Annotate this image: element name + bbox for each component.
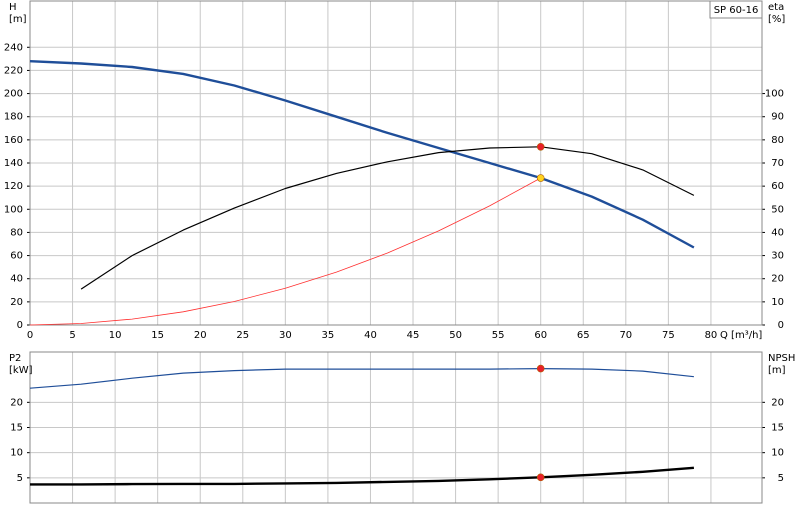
y-tick-label: 20 bbox=[10, 397, 23, 408]
x-tick-label: 50 bbox=[449, 330, 462, 341]
x-tick-label: 65 bbox=[577, 330, 590, 341]
y2-tick-label: 20 bbox=[771, 397, 784, 408]
x-tick-label: 5 bbox=[69, 330, 75, 341]
y-tick-label: 160 bbox=[4, 135, 23, 146]
y-axis-label: P2 bbox=[9, 353, 21, 364]
x-tick-label: 45 bbox=[407, 330, 420, 341]
x-tick-label: 15 bbox=[151, 330, 164, 341]
y2-tick-label: 20 bbox=[771, 274, 784, 285]
y-tick-label: 220 bbox=[4, 65, 23, 76]
y2-tick-label: 50 bbox=[771, 204, 784, 215]
y-tick-label: 120 bbox=[4, 181, 23, 192]
y-axis-unit: [m] bbox=[9, 14, 27, 25]
x-tick-label: 20 bbox=[194, 330, 207, 341]
curve bbox=[29, 177, 541, 326]
y-tick-label: 200 bbox=[4, 89, 23, 100]
duty-point bbox=[536, 143, 545, 151]
y-tick-label: 240 bbox=[4, 42, 23, 53]
x-tick-label: 30 bbox=[279, 330, 292, 341]
y2-axis-label: eta bbox=[768, 2, 784, 13]
y2-tick-label: 15 bbox=[771, 423, 784, 434]
plot-frame bbox=[29, 351, 763, 504]
y-tick-label: 5 bbox=[17, 473, 23, 484]
x-tick-label: 35 bbox=[322, 330, 335, 341]
y-tick-label: 60 bbox=[10, 251, 23, 262]
y-tick-label: 100 bbox=[4, 204, 23, 215]
y-tick-label: 0 bbox=[17, 320, 23, 331]
x-tick-label: 25 bbox=[236, 330, 249, 341]
y2-tick-label: 70 bbox=[771, 158, 784, 169]
y2-tick-label: 100 bbox=[765, 89, 784, 100]
duty-point bbox=[536, 174, 545, 182]
x-tick-label: 75 bbox=[662, 330, 675, 341]
y2-tick-label: 5 bbox=[778, 473, 784, 484]
x-tick-label: 0 bbox=[27, 330, 33, 341]
y-tick-label: 180 bbox=[4, 112, 23, 123]
x-tick-label: 60 bbox=[534, 330, 547, 341]
curve bbox=[29, 368, 694, 389]
y-axis-unit: [kW] bbox=[9, 365, 33, 376]
curve bbox=[29, 60, 695, 249]
curve bbox=[30, 466, 694, 486]
y-tick-label: 15 bbox=[10, 423, 23, 434]
y2-axis-label: NPSH bbox=[768, 353, 795, 364]
y-tick-label: 80 bbox=[10, 227, 23, 238]
y2-tick-label: 0 bbox=[778, 320, 784, 331]
y2-tick-label: 30 bbox=[771, 251, 784, 262]
y-tick-label: 20 bbox=[10, 297, 23, 308]
duty-point bbox=[536, 473, 545, 482]
plot-frame bbox=[29, 0, 763, 326]
x-tick-label: 40 bbox=[364, 330, 377, 341]
x-tick-label: 80 bbox=[705, 330, 718, 341]
y2-tick-label: 10 bbox=[771, 297, 784, 308]
y2-tick-label: 60 bbox=[771, 181, 784, 192]
x-tick-label: 70 bbox=[619, 330, 632, 341]
duty-point bbox=[536, 364, 545, 373]
y-tick-label: 40 bbox=[10, 274, 23, 285]
curve bbox=[80, 146, 695, 290]
y2-axis-unit: [%] bbox=[768, 14, 785, 25]
y-axis-label: H bbox=[9, 2, 17, 13]
y2-tick-label: 40 bbox=[771, 227, 784, 238]
y-tick-label: 10 bbox=[10, 448, 23, 459]
title-box bbox=[709, 0, 763, 19]
y-tick-label: 140 bbox=[4, 158, 23, 169]
y2-tick-label: 90 bbox=[771, 112, 784, 123]
y2-axis-unit: [m] bbox=[768, 365, 786, 376]
x-axis-label: Q [m³/h] bbox=[720, 330, 762, 341]
x-tick-label: 55 bbox=[492, 330, 505, 341]
chart-title: SP 60-16 bbox=[714, 5, 759, 16]
y2-tick-label: 10 bbox=[771, 448, 784, 459]
x-tick-label: 10 bbox=[109, 330, 122, 341]
y2-tick-label: 80 bbox=[771, 135, 784, 146]
